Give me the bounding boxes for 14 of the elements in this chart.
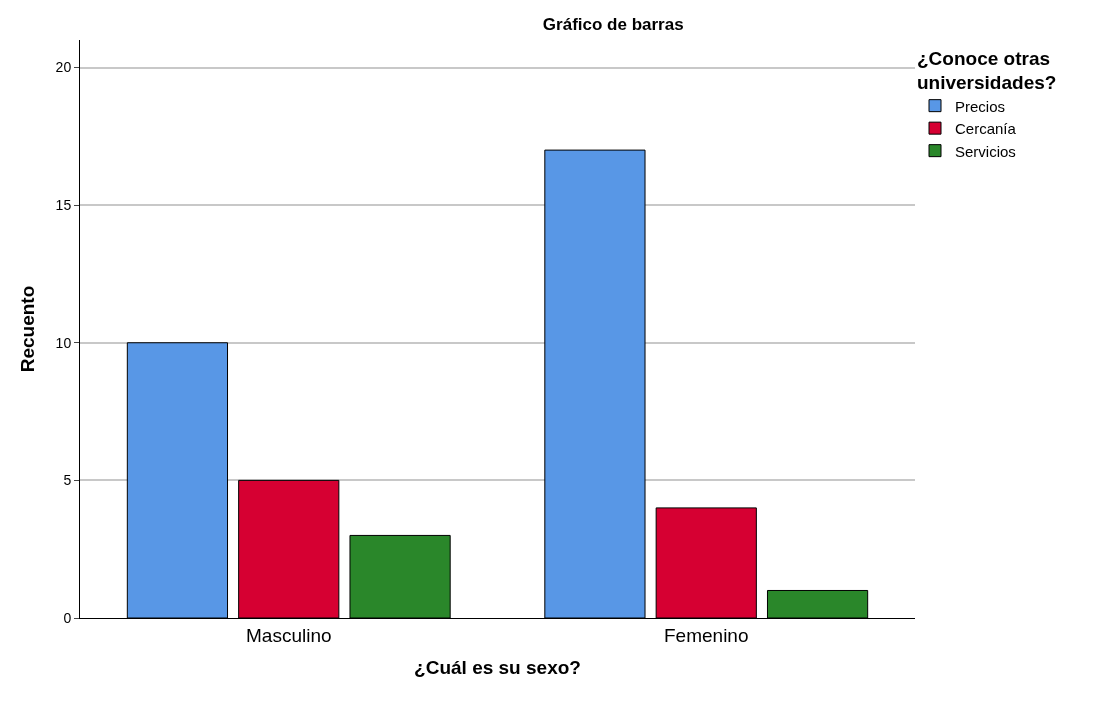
legend-label: Precios: [955, 97, 1006, 115]
y-tick-label: 20: [55, 59, 72, 76]
y-axis-title: Recuento: [17, 285, 39, 373]
y-tick-label: 0: [63, 609, 72, 626]
legend-label: Cercanía: [955, 120, 1017, 137]
x-axis-title: ¿Cuál es su sexo?: [414, 656, 581, 678]
legend-title: ¿Conoce otras universidades?: [917, 47, 1057, 94]
y-tick-label: 10: [55, 334, 72, 351]
y-tick-label: 5: [63, 472, 72, 489]
x-tick-label: Femenino: [664, 624, 749, 646]
legend-label: Servicios: [955, 142, 1016, 160]
x-tick-label: Masculino: [245, 624, 332, 646]
chart-title: Gráfico de barras: [542, 14, 684, 34]
y-tick-label: 15: [55, 197, 72, 214]
